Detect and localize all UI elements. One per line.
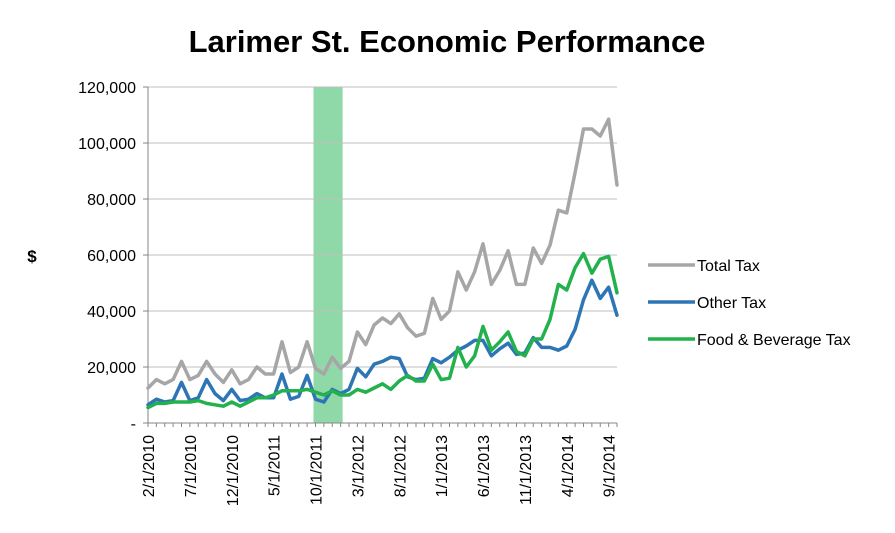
series-line-food-beverage-tax bbox=[146, 251, 619, 410]
x-tick-label: 11/1/2013 bbox=[518, 435, 535, 505]
tick-label-layer: - 20,000 40,000 60,000 80,000 100,000 120,000 2… bbox=[78, 80, 618, 506]
series-layer bbox=[146, 117, 619, 410]
x-tick-label: 10/1/2011 bbox=[309, 435, 326, 505]
legend-item: Other Tax bbox=[648, 295, 766, 312]
x-tick-label: 8/1/2012 bbox=[392, 435, 409, 497]
y-tick-label: 60,000 bbox=[87, 248, 136, 265]
legend-label: Other Tax bbox=[697, 295, 766, 312]
series-line-total-tax bbox=[146, 117, 619, 390]
x-tick-label: 6/1/2013 bbox=[476, 435, 493, 497]
legend: Total Tax Other Tax Food & Beverage Tax bbox=[648, 258, 851, 349]
grid-layer bbox=[148, 86, 617, 368]
series-line-other-tax bbox=[146, 278, 619, 407]
legend-label: Total Tax bbox=[697, 258, 760, 275]
y-tick-label: 80,000 bbox=[87, 192, 136, 209]
legend-item: Total Tax bbox=[648, 258, 760, 275]
y-tick-label: 100,000 bbox=[78, 136, 136, 153]
axis-layer bbox=[143, 86, 618, 427]
legend-label: Food & Beverage Tax bbox=[697, 332, 851, 349]
y-tick-label: 40,000 bbox=[87, 304, 136, 321]
legend-item: Food & Beverage Tax bbox=[648, 332, 851, 349]
x-tick-label: 3/1/2012 bbox=[350, 435, 367, 497]
x-tick-label: 1/1/2013 bbox=[434, 435, 451, 497]
y-tick-label: - bbox=[131, 416, 136, 433]
y-tick-label: 120,000 bbox=[78, 80, 136, 97]
y-tick-label: 20,000 bbox=[87, 360, 136, 377]
x-tick-label: 2/1/2010 bbox=[141, 435, 158, 497]
x-tick-label: 12/1/2010 bbox=[225, 435, 242, 506]
x-tick-label: 4/1/2014 bbox=[560, 435, 577, 497]
x-tick-label: 9/1/2014 bbox=[602, 435, 619, 497]
x-tick-label: 5/1/2011 bbox=[267, 435, 284, 496]
chart-title: Larimer St. Economic Performance bbox=[189, 24, 706, 59]
y-axis-label: $ bbox=[27, 247, 37, 266]
x-tick-label: 7/1/2010 bbox=[183, 435, 200, 497]
